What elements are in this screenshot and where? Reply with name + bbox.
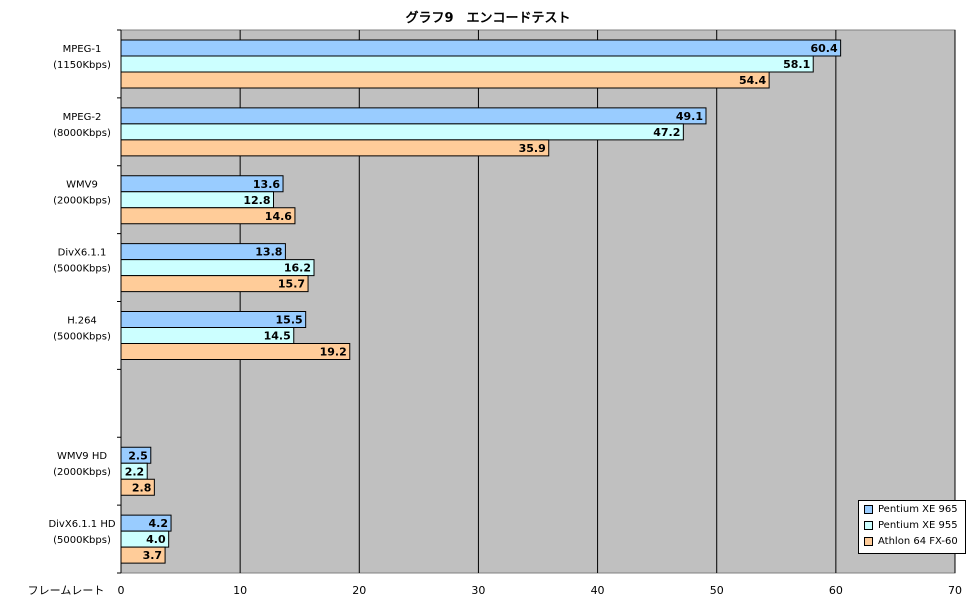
data-label: 4.2: [149, 517, 169, 530]
bar-series-3: [120, 546, 166, 564]
data-label: 13.8: [255, 246, 282, 259]
x-tick-label: 10: [233, 584, 247, 597]
category-label: WMV9 HD: [57, 451, 107, 462]
category-label: MPEG-2: [63, 112, 102, 123]
category-label: (5000Kbps): [53, 264, 111, 275]
category-label: (8000Kbps): [53, 128, 111, 139]
legend-label: Pentium XE 965: [878, 503, 958, 515]
legend-swatch-series-1: [864, 504, 873, 514]
x-tick-label: 60: [829, 584, 843, 597]
category-label: (5000Kbps): [53, 331, 111, 342]
category-label: (1150Kbps): [53, 60, 111, 71]
data-label: 60.4: [810, 42, 837, 55]
data-label: 14.5: [264, 330, 291, 343]
x-tick-label: 50: [710, 584, 724, 597]
legend-item: Pentium XE 955: [859, 517, 965, 533]
bar-series-2: [120, 55, 814, 73]
data-label: 2.2: [125, 465, 145, 478]
data-label: 3.7: [143, 549, 163, 562]
x-axis-label: フレームレート: [28, 584, 105, 597]
category-label: MPEG-1: [63, 44, 102, 55]
data-label: 16.2: [284, 262, 311, 275]
data-label: 2.8: [132, 481, 152, 494]
data-label: 4.0: [146, 533, 166, 546]
legend-swatch-series-3: [864, 536, 873, 546]
data-label: 35.9: [519, 142, 546, 155]
bar-series-3: [120, 478, 155, 496]
legend-label: Athlon 64 FX-60: [878, 535, 958, 547]
chart-title: グラフ9 エンコードテスト: [405, 10, 570, 26]
bar-series-3: [120, 139, 550, 157]
category-label: DivX6.1.1 HD: [48, 519, 115, 530]
legend-item: Athlon 64 FX-60: [859, 533, 965, 549]
data-label: 12.8: [243, 194, 270, 207]
x-tick-label: 30: [471, 584, 485, 597]
bar-series-1: [120, 107, 707, 125]
data-label: 15.5: [276, 314, 303, 327]
data-label: 15.7: [278, 278, 305, 291]
legend-item: Pentium XE 965: [859, 501, 965, 517]
category-label: DivX6.1.1: [58, 248, 107, 259]
x-tick-label: 40: [591, 584, 605, 597]
bar-series-2: [120, 123, 684, 141]
legend-swatch-series-2: [864, 520, 873, 530]
x-tick-label: 20: [352, 584, 366, 597]
legend-label: Pentium XE 955: [878, 519, 958, 531]
bar-series-3: [120, 207, 296, 225]
data-label: 19.2: [320, 346, 347, 359]
x-tick-label: 70: [948, 584, 962, 597]
category-label: (5000Kbps): [53, 535, 111, 546]
category-label: (2000Kbps): [53, 467, 111, 478]
data-label: 47.2: [653, 126, 680, 139]
bar-series-1: [120, 39, 842, 57]
data-label: 54.4: [739, 74, 766, 87]
data-label: 13.6: [253, 178, 280, 191]
category-label: (2000Kbps): [53, 196, 111, 207]
category-label: H.264: [67, 315, 97, 326]
x-tick-label: 0: [118, 584, 125, 597]
data-label: 58.1: [783, 58, 810, 71]
legend: Pentium XE 965 Pentium XE 955 Athlon 64 …: [858, 500, 966, 554]
bar-series-3: [120, 343, 351, 360]
bar-series-3: [120, 71, 770, 89]
category-label: WMV9: [66, 180, 98, 191]
bar-series-3: [120, 275, 309, 293]
data-label: 2.5: [128, 449, 148, 462]
data-label: 14.6: [265, 210, 292, 223]
data-label: 49.1: [676, 110, 703, 123]
